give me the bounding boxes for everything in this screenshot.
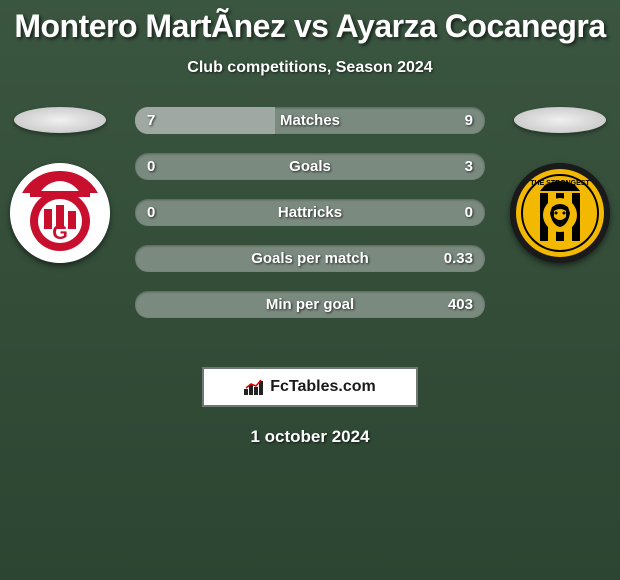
left-club-badge: G (10, 163, 110, 263)
comparison-subtitle: Club competitions, Season 2024 (0, 59, 620, 77)
stat-value-right: 9 (465, 107, 473, 134)
stat-row: Hattricks0 0 (135, 199, 485, 226)
brand-chart-icon (244, 379, 264, 395)
stat-label: Min per goal (135, 291, 485, 318)
stat-label: Hattricks (135, 199, 485, 226)
stat-value-right: 0 (465, 199, 473, 226)
comparison-title: Montero MartÃ­nez vs Ayarza Cocanegra (0, 0, 620, 45)
left-player-column: G (5, 107, 115, 263)
stat-row: Min per goal403 (135, 291, 485, 318)
stat-value-right: 0.33 (444, 245, 473, 272)
right-country-flag (514, 107, 606, 133)
left-club-svg: G (10, 163, 110, 263)
left-country-flag (14, 107, 106, 133)
stat-value-left: 0 (147, 199, 155, 226)
svg-text:G: G (52, 222, 68, 244)
comparison-main: G THE STRONGEST Matche (0, 107, 620, 347)
stat-row: Goals per match0.33 (135, 245, 485, 272)
right-player-column: THE STRONGEST (505, 107, 615, 263)
stat-bars: Matches79Goals03Hattricks00Goals per mat… (135, 107, 485, 318)
stat-value-right: 3 (465, 153, 473, 180)
stat-label: Matches (135, 107, 485, 134)
stat-row: Goals0 3 (135, 153, 485, 180)
brand-box[interactable]: FcTables.com (202, 367, 418, 407)
stat-value-left: 0 (147, 153, 155, 180)
brand-text: FcTables.com (270, 378, 376, 396)
stat-row: Matches7 9 (135, 107, 485, 134)
stat-value-right: 403 (448, 291, 473, 318)
right-club-svg: THE STRONGEST (510, 163, 610, 263)
stat-value-left: 7 (147, 107, 155, 134)
stat-label: Goals (135, 153, 485, 180)
stat-label: Goals per match (135, 245, 485, 272)
right-club-badge: THE STRONGEST (510, 163, 610, 263)
date-line: 1 october 2024 (0, 427, 620, 447)
